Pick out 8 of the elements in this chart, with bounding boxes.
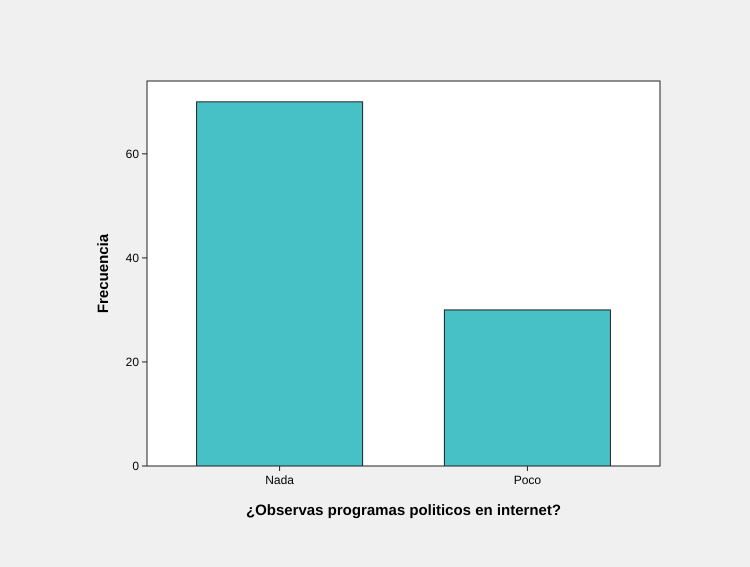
y-tick-label: 0 bbox=[132, 459, 140, 474]
x-tick-label: Nada bbox=[265, 473, 294, 487]
y-tick-label: 40 bbox=[126, 251, 140, 266]
y-tick-label: 20 bbox=[126, 355, 140, 370]
x-axis-title: ¿Observas programas politicos en internet? bbox=[246, 502, 562, 519]
y-tick-label: 60 bbox=[126, 147, 140, 162]
x-tick-label: Poco bbox=[514, 473, 542, 487]
y-axis-title: Frecuencia bbox=[95, 233, 112, 314]
